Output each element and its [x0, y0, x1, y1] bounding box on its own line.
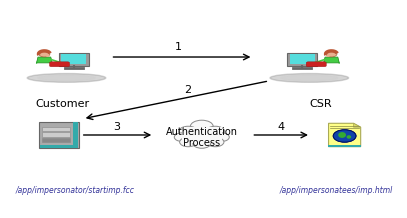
FancyBboxPatch shape — [42, 138, 70, 142]
FancyBboxPatch shape — [182, 127, 222, 143]
Text: CSR: CSR — [309, 99, 332, 109]
Circle shape — [326, 55, 330, 57]
Ellipse shape — [270, 73, 348, 82]
Circle shape — [214, 133, 229, 141]
Ellipse shape — [347, 135, 351, 139]
Ellipse shape — [281, 75, 338, 81]
Circle shape — [333, 130, 356, 142]
Ellipse shape — [38, 75, 95, 81]
FancyBboxPatch shape — [42, 132, 70, 137]
Text: 1: 1 — [175, 42, 182, 52]
Text: 4: 4 — [278, 122, 284, 132]
Circle shape — [174, 133, 190, 141]
FancyBboxPatch shape — [39, 122, 79, 148]
Text: Customer: Customer — [36, 99, 90, 109]
FancyBboxPatch shape — [59, 53, 89, 66]
FancyBboxPatch shape — [61, 54, 86, 64]
Ellipse shape — [27, 73, 106, 82]
FancyBboxPatch shape — [73, 122, 78, 148]
Text: Process: Process — [183, 138, 220, 148]
FancyBboxPatch shape — [328, 145, 361, 147]
FancyBboxPatch shape — [40, 145, 78, 148]
FancyBboxPatch shape — [42, 127, 70, 131]
Text: Authentication: Authentication — [166, 127, 238, 137]
Circle shape — [193, 138, 211, 148]
FancyBboxPatch shape — [50, 62, 70, 67]
Polygon shape — [354, 123, 361, 127]
Circle shape — [206, 126, 225, 136]
Circle shape — [207, 137, 224, 147]
Circle shape — [190, 120, 213, 133]
Circle shape — [179, 137, 197, 147]
FancyBboxPatch shape — [306, 62, 326, 67]
Text: /app/impersonator/startimp.fcc: /app/impersonator/startimp.fcc — [15, 186, 134, 195]
FancyBboxPatch shape — [287, 53, 317, 66]
Circle shape — [187, 127, 217, 143]
Circle shape — [46, 55, 50, 57]
Circle shape — [179, 126, 197, 136]
Circle shape — [39, 51, 50, 57]
Text: 2: 2 — [184, 85, 191, 95]
Text: 3: 3 — [113, 122, 120, 132]
Circle shape — [326, 51, 337, 57]
Ellipse shape — [338, 132, 346, 138]
Polygon shape — [37, 57, 52, 63]
Polygon shape — [324, 57, 339, 63]
Text: /app/impersonatees/imp.html: /app/impersonatees/imp.html — [280, 186, 393, 195]
Polygon shape — [328, 123, 361, 147]
FancyBboxPatch shape — [290, 54, 315, 64]
